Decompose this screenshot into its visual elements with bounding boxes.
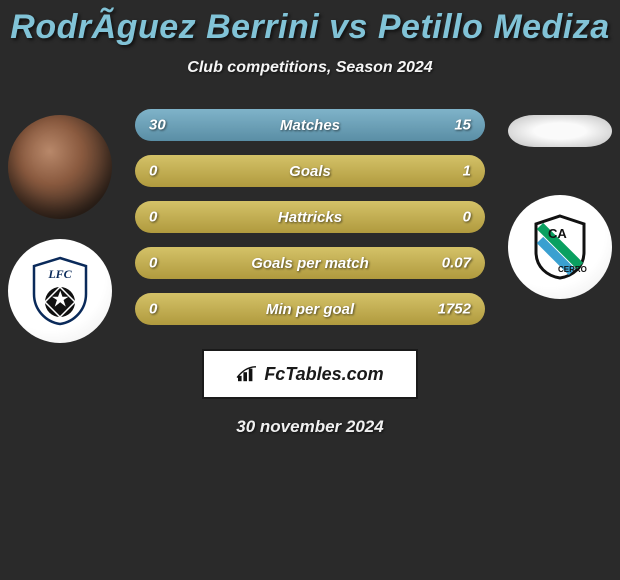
bar-chart-icon <box>236 365 258 383</box>
left-club-logo: LFC <box>8 239 112 343</box>
cerro-shield-icon: CA CERRO <box>530 212 590 282</box>
stat-label: Hattricks <box>278 209 342 226</box>
stat-left-value: 30 <box>149 117 166 134</box>
comparison-body: LFC CA CERRO 30 <box>0 109 620 325</box>
stat-right-value: 1752 <box>438 301 471 318</box>
svg-text:CA: CA <box>548 226 567 241</box>
svg-text:CERRO: CERRO <box>558 265 587 274</box>
stat-right-value: 0.07 <box>442 255 471 272</box>
stat-row-goals-per-match: 0 Goals per match 0.07 <box>135 247 485 279</box>
right-player-column: CA CERRO <box>500 109 620 299</box>
stat-right-value: 1 <box>463 163 471 180</box>
svg-text:LFC: LFC <box>47 267 72 281</box>
lfc-shield-icon: LFC <box>30 256 90 326</box>
stats-list: 30 Matches 15 0 Goals 1 0 Hattricks 0 0 … <box>135 109 485 325</box>
brand-badge: FcTables.com <box>202 349 418 399</box>
subtitle: Club competitions, Season 2024 <box>0 59 620 77</box>
stat-left-value: 0 <box>149 209 157 226</box>
right-club-logo: CA CERRO <box>508 195 612 299</box>
right-player-photo-placeholder <box>508 115 612 147</box>
stat-label: Matches <box>280 117 340 134</box>
date-label: 30 november 2024 <box>0 417 620 437</box>
stat-row-hattricks: 0 Hattricks 0 <box>135 201 485 233</box>
brand-text: FcTables.com <box>264 364 383 385</box>
stat-label: Goals <box>289 163 331 180</box>
stat-left-value: 0 <box>149 255 157 272</box>
stat-left-value: 0 <box>149 301 157 318</box>
stat-left-value: 0 <box>149 163 157 180</box>
comparison-card: RodrÃ­guez Berrini vs Petillo Mediza Clu… <box>0 0 620 437</box>
stat-right-value: 15 <box>454 117 471 134</box>
page-title: RodrÃ­guez Berrini vs Petillo Mediza <box>0 8 620 47</box>
stat-right-value: 0 <box>463 209 471 226</box>
stat-label: Min per goal <box>266 301 354 318</box>
stat-row-matches: 30 Matches 15 <box>135 109 485 141</box>
left-player-photo <box>8 115 112 219</box>
stat-row-min-per-goal: 0 Min per goal 1752 <box>135 293 485 325</box>
left-player-column: LFC <box>0 109 120 343</box>
stat-row-goals: 0 Goals 1 <box>135 155 485 187</box>
stat-label: Goals per match <box>251 255 369 272</box>
